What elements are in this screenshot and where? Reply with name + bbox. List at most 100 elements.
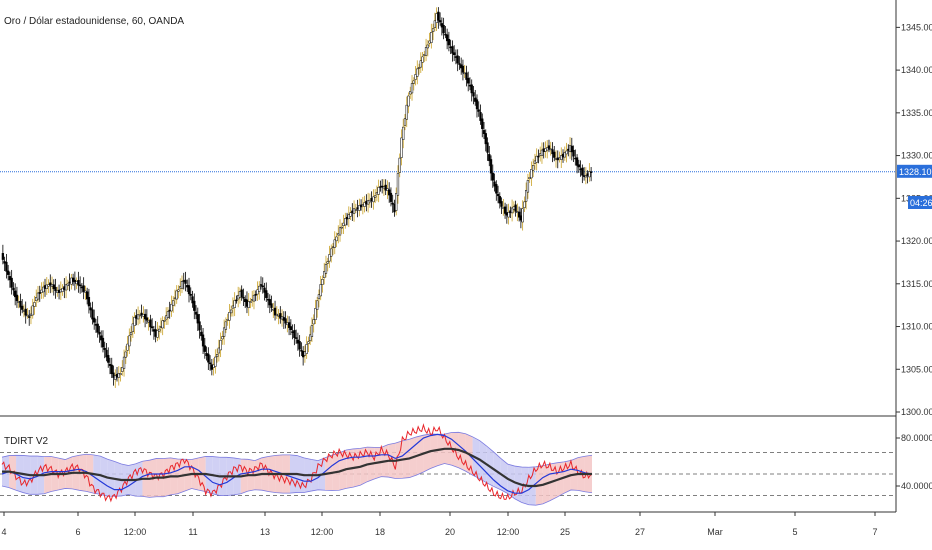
candle-body: [403, 118, 407, 126]
candle-body: [136, 314, 140, 320]
time-tick-label: 12:00: [124, 527, 147, 537]
candle-body: [349, 212, 352, 217]
candle-body: [419, 60, 422, 68]
candle-body: [110, 364, 113, 375]
candle-body: [465, 72, 468, 80]
candle-body: [572, 150, 575, 157]
candle-body: [33, 302, 36, 307]
candle-body: [49, 282, 52, 286]
candle-body: [384, 184, 387, 191]
candle-body: [124, 351, 127, 358]
countdown-badge: 04:26: [908, 196, 932, 209]
candle-body: [456, 55, 459, 64]
candle-body: [187, 285, 191, 295]
candle-body: [61, 288, 64, 292]
candle-body: [214, 356, 217, 367]
candle-body: [321, 278, 324, 285]
candle-body: [201, 334, 205, 347]
candle-body: [388, 189, 391, 196]
candle-body: [445, 34, 449, 42]
indicator-tick-label: 40.0000: [901, 481, 932, 491]
candle-body: [235, 299, 238, 302]
candle-body: [89, 307, 92, 311]
candle-body: [293, 330, 296, 338]
candle-body: [149, 319, 152, 328]
candle-body: [424, 47, 428, 56]
candle-body: [560, 155, 563, 160]
candle-body: [479, 112, 482, 121]
candle-body: [584, 175, 588, 178]
candle-body: [363, 202, 366, 207]
candle-body: [368, 199, 372, 203]
candle-body: [305, 344, 308, 354]
candle-body: [228, 312, 231, 321]
candle-body: [133, 316, 136, 326]
candle-body: [31, 305, 34, 316]
candle-body: [275, 313, 278, 316]
candle-body: [437, 11, 440, 21]
candle-body: [86, 291, 89, 300]
candle-body: [215, 354, 219, 358]
candle-body: [577, 164, 580, 168]
candle-body: [270, 303, 273, 308]
candle-body: [263, 287, 266, 293]
candle-body: [128, 335, 131, 347]
candle-body: [180, 281, 184, 289]
candle-body: [475, 99, 479, 110]
candle-body: [426, 44, 429, 49]
candle-body: [54, 286, 57, 291]
candle-body: [488, 154, 491, 162]
candle-body: [129, 331, 133, 336]
candle-body: [489, 159, 493, 174]
candle-body: [298, 341, 301, 350]
candle-body: [442, 24, 445, 34]
candle-body: [344, 218, 347, 226]
candle-body: [143, 313, 147, 320]
candle-body: [391, 202, 394, 205]
price-tick-label: 1335.000: [901, 108, 932, 118]
candle-body: [233, 300, 236, 308]
candle-body: [314, 308, 317, 321]
candle-body: [407, 95, 410, 107]
price-tick-label: 1305.000: [901, 364, 932, 374]
candle-body: [553, 151, 556, 158]
candle-body: [547, 145, 551, 149]
candle-body: [15, 294, 19, 302]
candle-body: [317, 294, 321, 300]
candle-body: [307, 341, 310, 344]
candle-body: [372, 196, 375, 203]
time-tick-label: 18: [375, 527, 385, 537]
candle-body: [145, 317, 149, 321]
candle-body: [323, 271, 326, 278]
candle-body: [21, 305, 24, 310]
candle-body: [412, 80, 415, 84]
candle-body: [400, 137, 403, 158]
candle-body: [530, 169, 533, 179]
blue-line: [1, 433, 593, 494]
candle-body: [481, 118, 484, 129]
candle-body: [589, 171, 593, 173]
candle-body: [91, 309, 94, 320]
time-tick-label: 20: [445, 527, 455, 537]
time-tick-label: 12:00: [311, 527, 334, 537]
time-tick-label: Mar: [707, 527, 723, 537]
candle-body: [163, 319, 166, 322]
candle-body: [219, 340, 222, 351]
candle-body: [230, 309, 233, 314]
candle-body: [5, 261, 8, 272]
candle-body: [207, 353, 210, 363]
price-tick-label: 1300.000: [901, 407, 932, 417]
candle-body: [138, 314, 141, 317]
candle-body: [98, 332, 101, 335]
candle-body: [467, 77, 470, 84]
candle-body: [200, 331, 203, 337]
time-axis: 4 6 12:00 11 13 12:00 18 20 12:00 25 27 Mar 5 7: [1, 512, 878, 537]
price-tick-label: 1315.000: [901, 279, 932, 289]
candle-body: [47, 284, 50, 287]
current-price-label: 1328.102: [899, 167, 932, 177]
candle-body: [482, 130, 486, 134]
candle-body: [398, 157, 401, 173]
candle-body: [430, 32, 433, 43]
candle-body: [540, 149, 544, 156]
candle-body: [396, 173, 400, 196]
